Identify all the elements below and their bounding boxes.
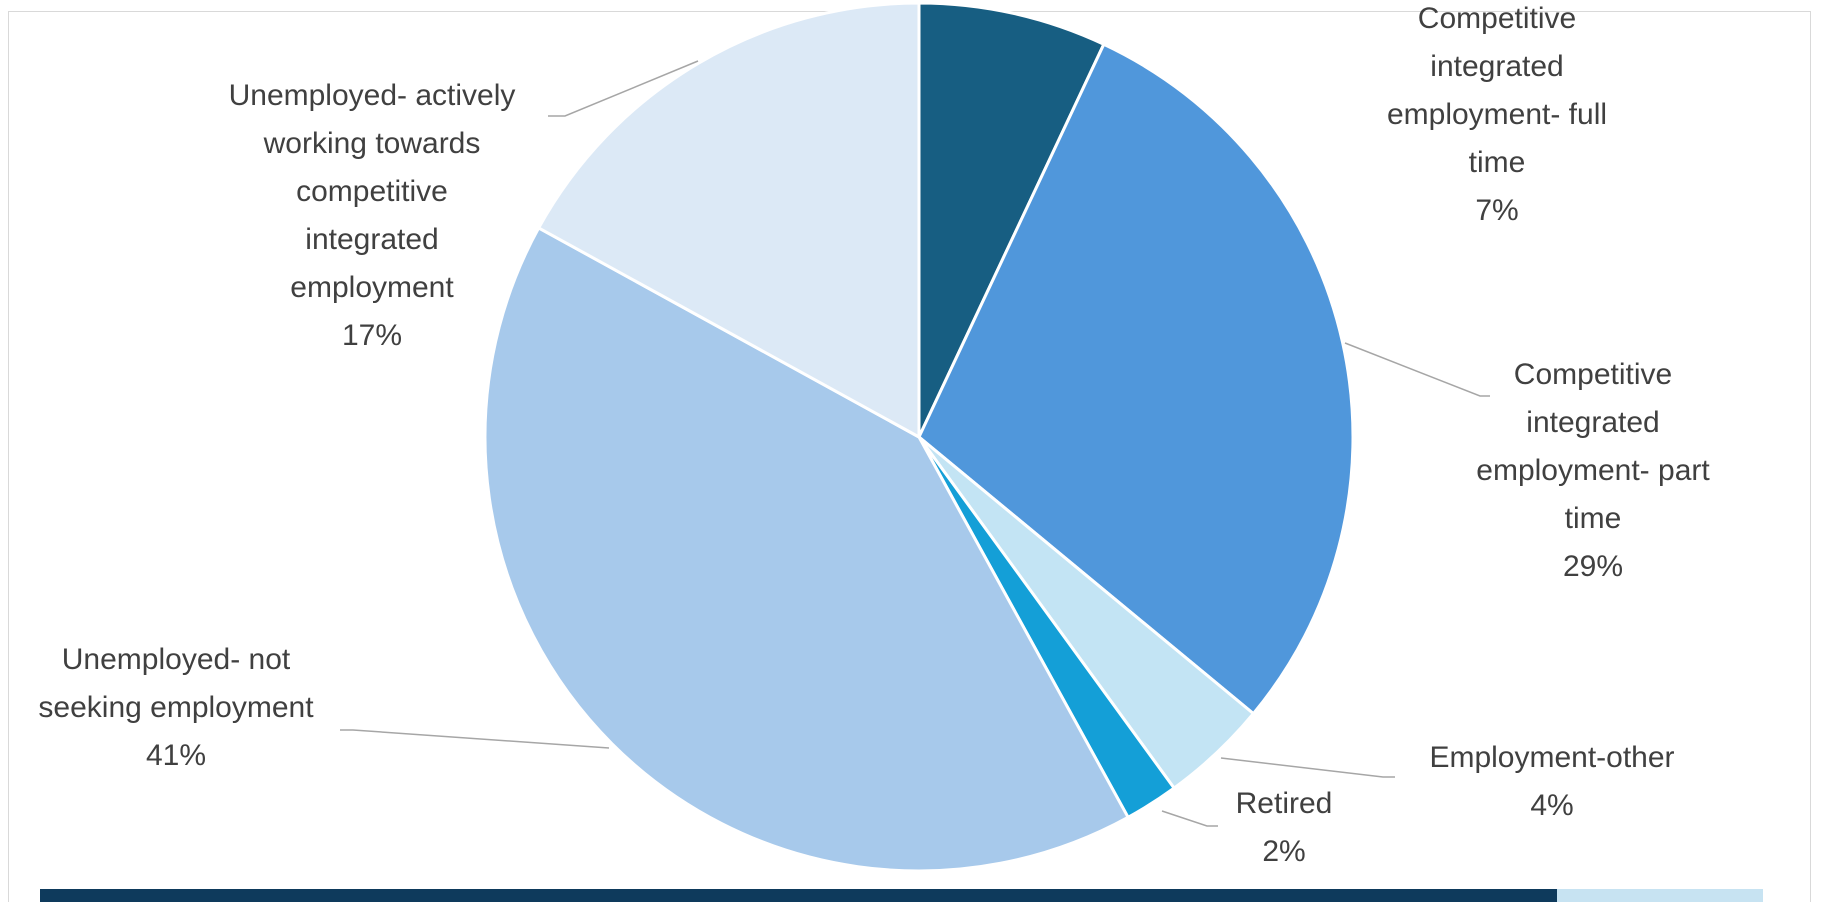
slice-label-line: Retired	[1236, 787, 1333, 820]
leader-line-3	[1162, 811, 1218, 826]
slice-label-4: Unemployed- not seeking employment 41%	[38, 643, 314, 772]
slice-label-line: Unemployed- not	[62, 643, 291, 676]
slice-label-1: Competitive integrated employment- part tim…	[1476, 358, 1710, 583]
bottom-accent-bar	[40, 889, 1557, 902]
slice-percent-3: 2%	[1262, 835, 1305, 868]
slice-label-5: Unemployed- actively working towards compe…	[229, 79, 516, 352]
slice-label-line: employment- full	[1387, 98, 1607, 131]
slice-label-line: time	[1469, 146, 1526, 179]
slice-label-2: Employment-other 4%	[1429, 741, 1674, 822]
slice-percent-4: 41%	[146, 739, 206, 772]
leader-line-1	[1345, 343, 1490, 396]
slice-label-line: employment- part	[1476, 454, 1710, 487]
slice-label-line: Unemployed- actively	[229, 79, 516, 112]
slice-percent-5: 17%	[342, 319, 402, 352]
slice-label-line: seeking employment	[38, 691, 314, 724]
slice-percent-1: 29%	[1563, 550, 1623, 583]
slice-label-line: integrated	[1430, 50, 1563, 83]
slice-label-line: competitive	[296, 175, 448, 208]
slice-label-0: Competitive integrated employment- full tim…	[1387, 2, 1607, 227]
slice-label-line: Employment-other	[1429, 741, 1674, 774]
slice-label-line: employment	[290, 271, 454, 304]
slice-label-3: Retired 2%	[1236, 787, 1333, 868]
leader-line-2	[1221, 758, 1395, 777]
bottom-accent-bar-light	[1557, 889, 1763, 902]
slice-percent-0: 7%	[1475, 194, 1518, 227]
leader-line-4	[340, 730, 609, 748]
slice-label-line: integrated	[1526, 406, 1659, 439]
slice-label-line: Competitive	[1514, 358, 1672, 391]
slice-percent-2: 4%	[1530, 789, 1573, 822]
slice-label-line: Competitive	[1418, 2, 1576, 35]
slice-label-line: working towards	[263, 127, 481, 160]
slice-label-line: time	[1565, 502, 1622, 535]
slice-label-line: integrated	[305, 223, 438, 256]
